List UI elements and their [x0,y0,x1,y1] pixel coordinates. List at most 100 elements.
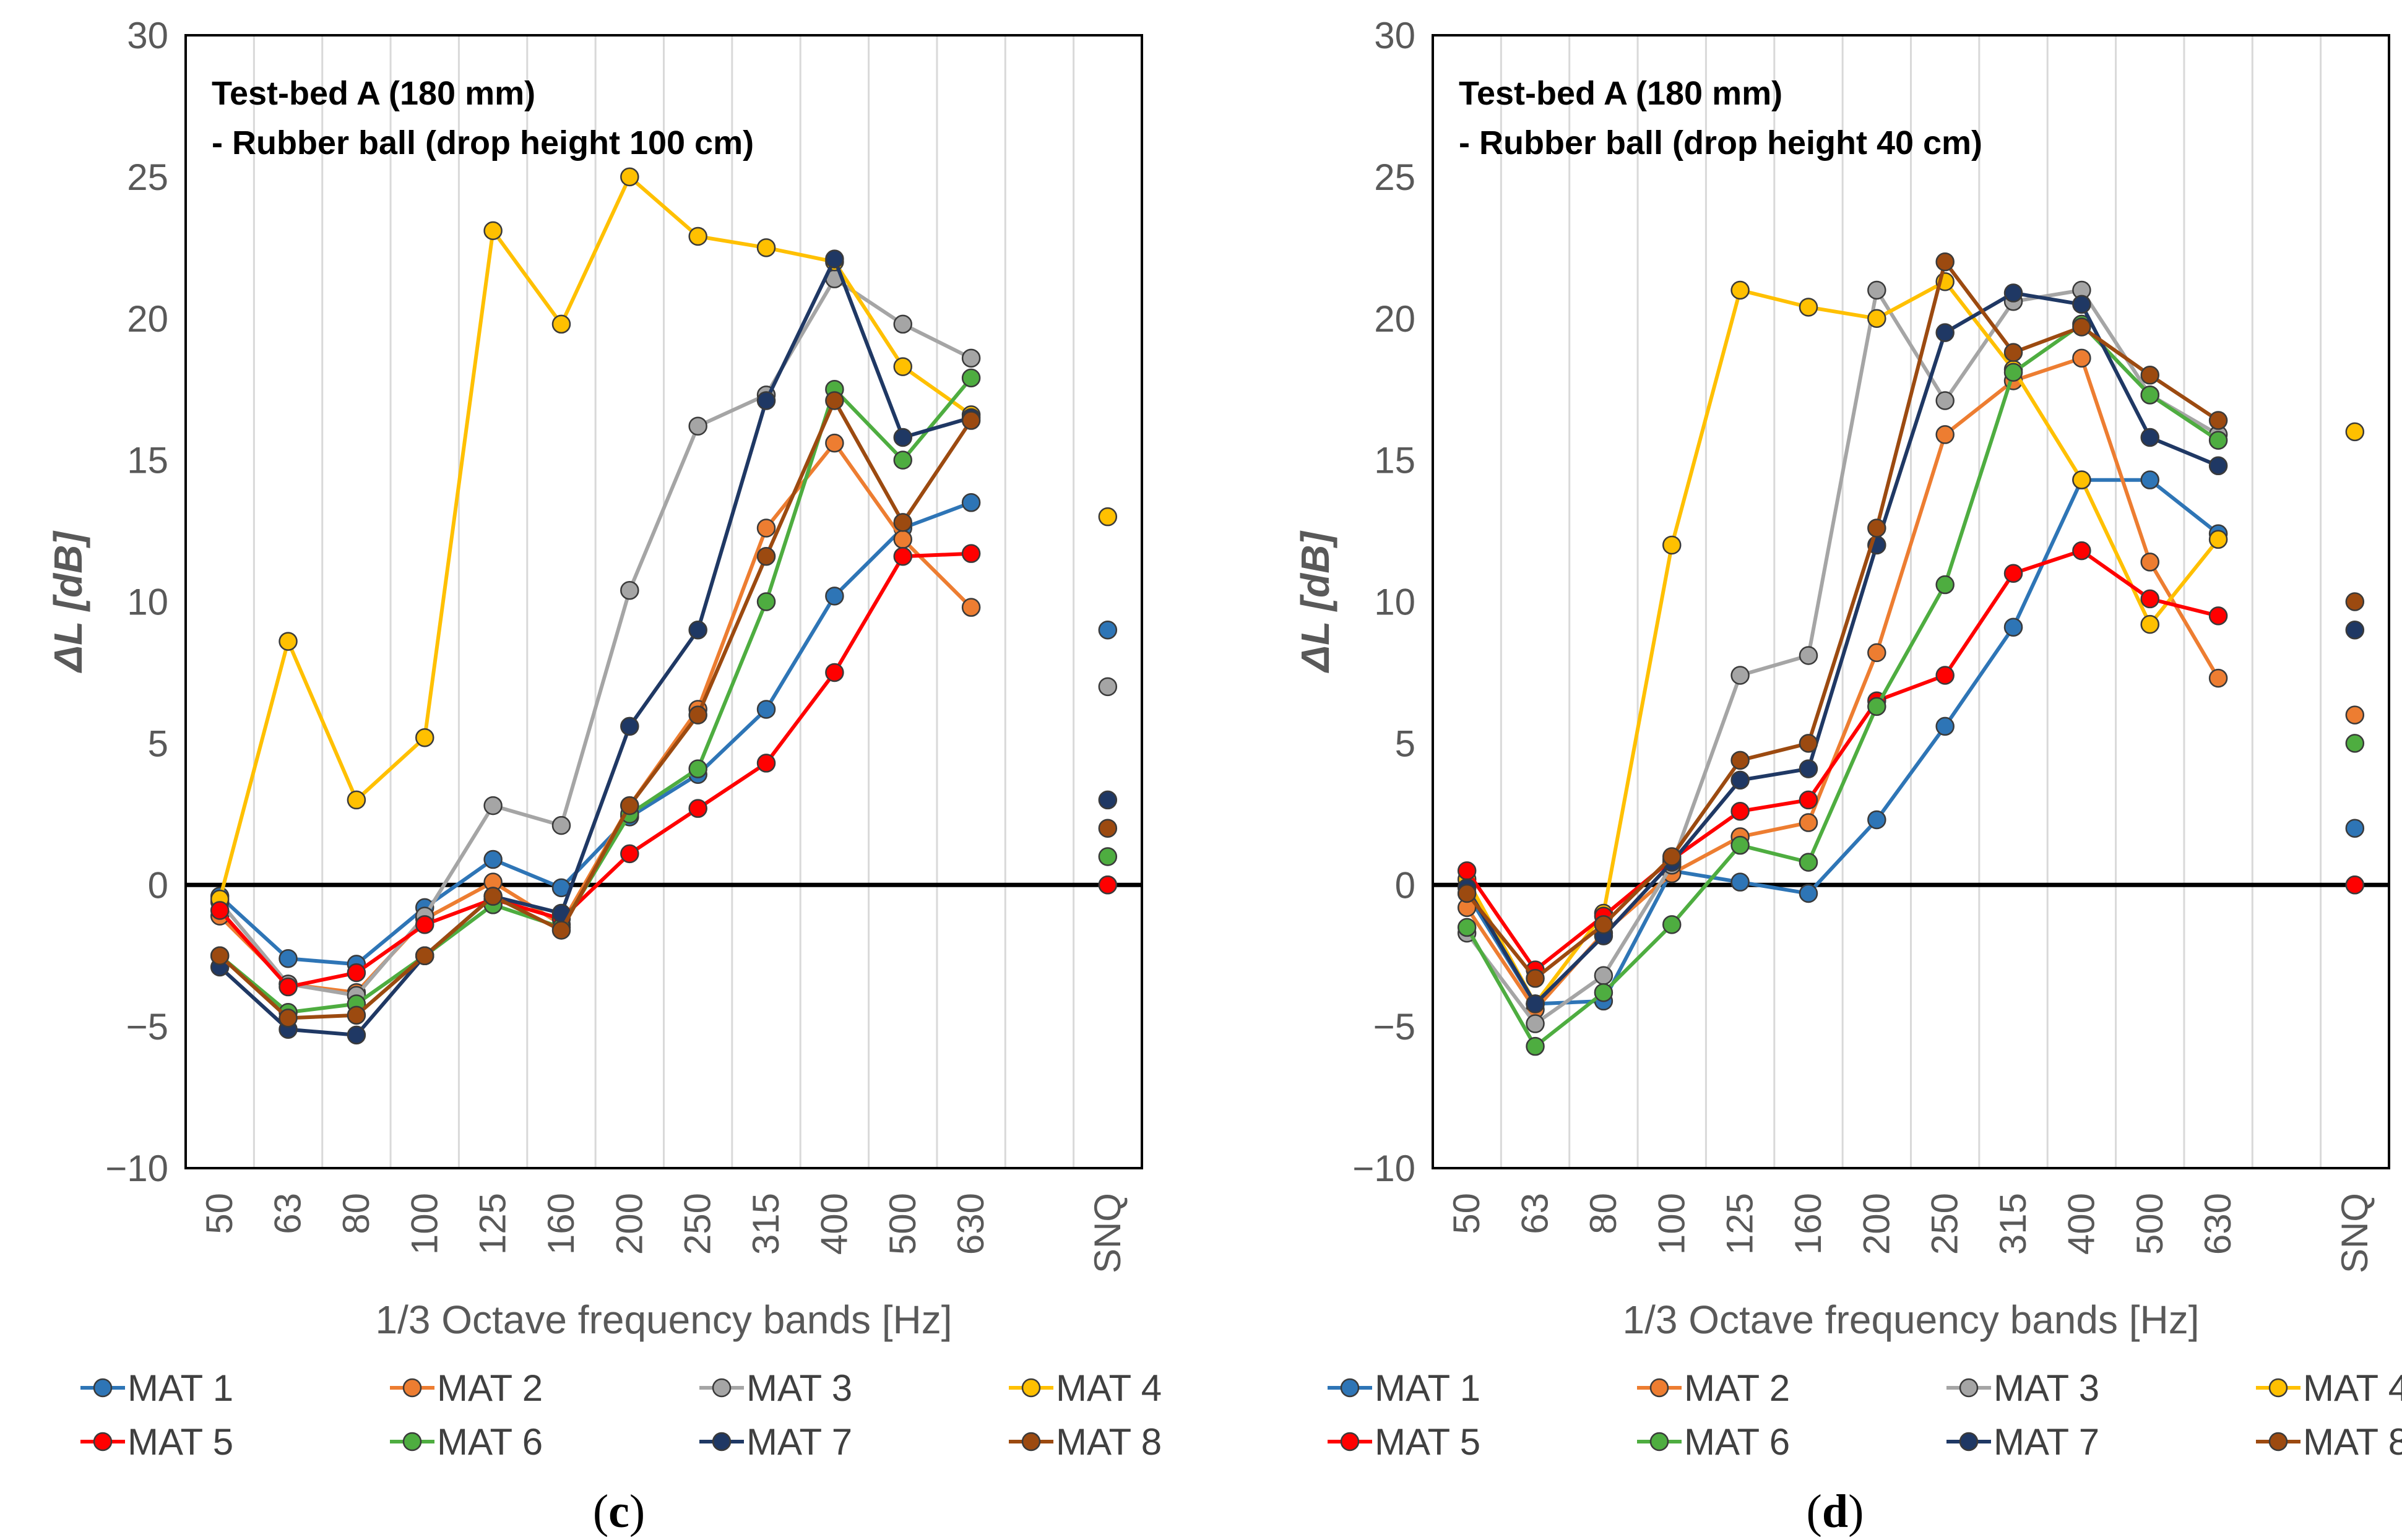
data-point-mat-8 [1526,969,1545,988]
snq-point-mat-7 [2345,621,2365,640]
legend-label-mat-8: MAT 8 [2303,1421,2402,1463]
series-line-mat-4 [1465,280,2220,1006]
x-tick-label: 315 [1992,1193,2034,1255]
data-point-mat-4 [415,728,434,747]
data-point-mat-1 [483,850,503,869]
data-point-mat-1 [756,700,776,719]
legend-label-mat-7: MAT 7 [746,1421,852,1463]
y-tick-label: 30 [127,15,168,56]
y-tick-label: −5 [1373,1006,1415,1047]
y-tick-label: −10 [105,1148,168,1189]
x-tick-label: 250 [1924,1193,1966,1255]
annotation-line: Test-bed A (180 mm) [1459,75,1782,112]
data-point-mat-8 [1935,252,1955,272]
x-axis-title: 1/3 Octave frequency bands [Hz] [1622,1297,2199,1342]
data-point-mat-8 [2208,411,2228,430]
y-tick-label: 30 [1374,15,1415,56]
legend-marker-mat-2 [402,1378,422,1398]
data-point-mat-3 [483,796,503,815]
x-tick-label: 315 [745,1193,787,1255]
data-point-mat-4 [1662,535,1682,555]
data-point-mat-5 [2208,606,2228,626]
y-axis-title: ΔL [dB] [46,530,90,673]
data-point-mat-6 [1526,1036,1545,1056]
series-line-mat-5 [218,551,972,989]
data-point-mat-8 [1457,884,1477,903]
y-tick-label: 25 [127,157,168,198]
snq-point-mat-6 [2345,734,2365,753]
x-tick-label: 125 [472,1193,514,1255]
data-point-mat-6 [2208,431,2228,450]
x-tick-label: 80 [335,1193,377,1234]
y-tick-label: 0 [148,864,168,906]
y-tick-label: 20 [1374,298,1415,340]
data-point-mat-5 [756,754,776,773]
x-tick-label: 63 [267,1193,309,1234]
data-point-mat-6 [1935,575,1955,595]
data-point-mat-6 [2003,363,2023,382]
series-line-mat-5 [1465,549,2219,972]
data-point-mat-3 [1730,666,1750,685]
x-tick-label-snq: SNQ [2334,1193,2375,1273]
x-tick-label-snq: SNQ [1087,1193,1128,1273]
data-point-mat-8 [551,921,571,940]
data-point-mat-4 [756,238,776,257]
legend-marker-mat-3 [1959,1378,1979,1398]
data-point-mat-1 [2140,470,2159,489]
data-point-mat-2 [2208,668,2228,688]
data-point-mat-8 [2140,366,2159,385]
legend-marker-mat-5 [93,1432,113,1452]
legend-marker-mat-1 [1340,1378,1360,1398]
legend-marker-mat-1 [93,1378,113,1398]
legend-marker-mat-7 [1959,1432,1979,1452]
snq-point-mat-3 [1098,677,1118,697]
x-tick-label: 80 [1583,1193,1624,1234]
x-tick-label: 50 [1446,1193,1487,1234]
annotation-line: - Rubber ball (drop height 40 cm) [1459,124,1982,161]
plot-border [1432,34,2390,1169]
data-point-mat-5 [1730,801,1750,821]
data-point-mat-7 [1935,323,1955,342]
data-point-mat-5 [688,799,707,818]
data-point-mat-3 [1799,646,1818,665]
data-point-mat-6 [1662,915,1682,934]
data-point-mat-7 [1526,994,1545,1013]
data-point-mat-7 [2208,456,2228,476]
x-tick-label: 630 [950,1193,991,1255]
data-point-mat-4 [1730,280,1750,300]
data-point-mat-2 [961,598,981,617]
data-point-mat-7 [2140,428,2159,447]
data-point-mat-2 [1935,425,1955,444]
panel-label: (c) [593,1486,645,1537]
y-tick-label: 25 [1374,157,1415,198]
snq-point-mat-8 [1098,819,1118,838]
series-line-mat-3 [1465,288,2219,1026]
data-point-mat-7 [620,716,639,736]
series-line-mat-7 [1465,291,2219,1006]
legend-marker-mat-5 [1340,1432,1360,1452]
data-point-mat-6 [893,450,912,470]
plot-border [184,34,1143,1169]
legend-label-mat-1: MAT 1 [127,1367,233,1409]
data-point-mat-6 [756,592,776,611]
x-tick-label: 630 [2197,1193,2239,1255]
data-point-mat-2 [2140,553,2159,572]
annotation-line: Test-bed A (180 mm) [212,75,535,112]
data-point-mat-8 [1662,847,1682,866]
y-tick-label: 20 [127,298,168,340]
data-point-mat-8 [1867,518,1886,538]
data-point-mat-1 [1799,884,1818,903]
chart-panel-1: −10 −5 0 5 10 15 20 25 30 50 63 80 100 125 160 200 250 31… [46,15,1162,1538]
data-point-mat-8 [279,1009,298,1028]
x-tick-label: 500 [2129,1193,2171,1255]
data-point-mat-7 [347,1025,366,1045]
annotation-line: - Rubber ball (drop height 100 cm) [212,124,754,161]
data-point-mat-4 [1867,309,1886,328]
data-point-mat-2 [756,518,776,538]
data-point-mat-7 [825,249,844,269]
data-point-mat-8 [961,411,981,430]
data-point-mat-1 [1935,716,1955,736]
data-point-mat-4 [483,221,503,241]
legend-marker-mat-7 [712,1432,732,1452]
data-point-mat-8 [893,513,912,532]
